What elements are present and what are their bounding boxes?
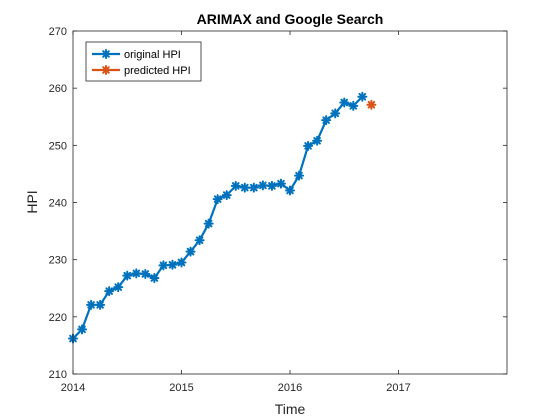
x-tick-label: 2015 [169, 382, 193, 394]
legend-marker-predicted-hpi [101, 65, 111, 75]
data-point-original-hpi [158, 260, 169, 271]
marker-stroke [358, 92, 367, 101]
data-point-original-hpi [339, 97, 350, 108]
marker-stroke [168, 261, 177, 269]
legend-label-predicted-hpi: predicted HPI [124, 65, 191, 77]
data-point-original-hpi [239, 182, 250, 193]
marker-stroke [159, 261, 168, 270]
marker-stroke [105, 287, 113, 295]
marker-stroke [141, 270, 150, 278]
marker-stroke [204, 219, 213, 228]
marker-stroke [222, 191, 231, 199]
data-point-original-hpi [285, 185, 295, 196]
y-tick-label: 220 [49, 312, 67, 324]
data-point-original-hpi [149, 272, 160, 283]
y-tick-label: 260 [49, 83, 67, 95]
x-axis-label: Time [275, 401, 306, 417]
marker-stroke [259, 181, 267, 190]
marker-stroke [331, 109, 340, 118]
data-point-original-hpi [140, 268, 151, 279]
y-tick-label: 240 [49, 198, 67, 210]
data-point-original-hpi [167, 259, 178, 270]
marker-stroke [322, 116, 330, 124]
data-point-original-hpi [122, 270, 133, 281]
data-point-original-hpi [194, 235, 205, 246]
marker-stroke [349, 102, 358, 110]
marker-stroke [87, 301, 95, 309]
y-tick-label: 210 [49, 369, 67, 381]
data-point-original-hpi [113, 282, 124, 293]
marker-stroke [96, 301, 104, 309]
data-point-original-hpi [321, 115, 332, 126]
chart-title: ARIMAX and Google Search [197, 11, 384, 27]
marker-stroke [114, 283, 123, 291]
plot-area-border [72, 30, 508, 375]
data-point-original-hpi [77, 324, 88, 335]
marker-stroke [195, 236, 204, 245]
data-point-original-hpi [348, 100, 359, 111]
data-point-original-hpi [230, 180, 241, 191]
y-axis-label: HPI [24, 190, 40, 213]
legend-entries: original HPI predicted HPI [92, 49, 191, 77]
data-point-original-hpi [266, 180, 277, 191]
marker-stroke [123, 271, 132, 280]
y-tick-label: 250 [49, 140, 67, 152]
data-point-original-hpi [176, 257, 187, 268]
series-layer [68, 91, 377, 344]
data-point-original-hpi [86, 299, 97, 310]
data-point-original-hpi [330, 108, 341, 119]
marker-stroke [295, 171, 303, 180]
data-point-original-hpi [131, 268, 142, 279]
data-point-original-hpi [312, 135, 323, 146]
marker-stroke [132, 269, 141, 278]
marker-stroke [367, 100, 376, 109]
marker-stroke [313, 136, 321, 145]
axis-ticks: 2014 2015 2016 2017 210 220 230 240 250 260 270 [49, 26, 507, 394]
legend-label-original-hpi: original HPI [124, 49, 181, 61]
marker-stroke [304, 142, 312, 150]
data-point-original-hpi [303, 140, 314, 151]
data-point-original-hpi [257, 180, 268, 191]
marker-stroke [277, 179, 285, 188]
data-point-original-hpi [212, 194, 223, 205]
x-tick-label: 2014 [61, 382, 85, 394]
marker-stroke [240, 183, 249, 192]
marker-stroke [213, 195, 222, 203]
marker-stroke [150, 274, 159, 282]
data-point-original-hpi [248, 182, 259, 193]
marker-stroke [102, 50, 110, 58]
marker-stroke [268, 182, 276, 190]
data-point-predicted-hpi [366, 99, 377, 110]
data-point-original-hpi [95, 299, 106, 310]
plot-area [73, 31, 507, 374]
y-tick-label: 230 [49, 255, 67, 267]
data-point-original-hpi [357, 91, 368, 102]
marker-stroke [102, 66, 110, 74]
legend: original HPI predicted HPI [85, 41, 202, 82]
x-tick-label: 2017 [386, 382, 410, 394]
marker-stroke [340, 98, 349, 107]
data-point-original-hpi [104, 286, 115, 297]
marker-stroke [286, 186, 294, 195]
marker-stroke [231, 182, 240, 190]
x-tick-label: 2016 [278, 382, 302, 394]
marker-stroke [78, 325, 86, 334]
legend-marker-original-hpi [101, 49, 111, 59]
marker-stroke [186, 247, 195, 256]
data-point-original-hpi [275, 178, 286, 189]
data-point-original-hpi [185, 246, 196, 257]
marker-stroke [250, 183, 258, 192]
y-tick-label: 270 [49, 26, 67, 38]
data-point-original-hpi [203, 218, 214, 229]
data-point-original-hpi [294, 170, 305, 181]
data-point-original-hpi [221, 190, 232, 201]
marker-stroke [177, 258, 186, 267]
